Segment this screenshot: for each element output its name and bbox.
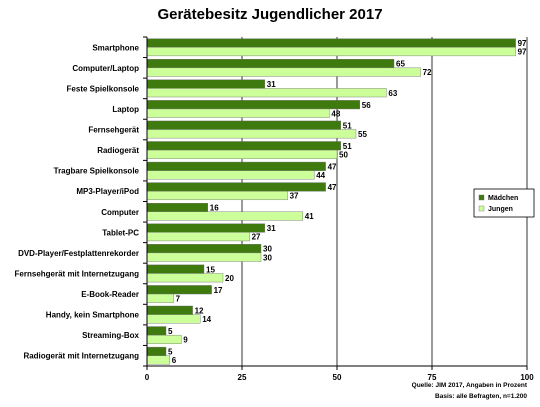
legend-swatch: [478, 194, 485, 201]
legend-label: Mädchen: [488, 195, 518, 202]
bar-jungen: [146, 211, 304, 221]
bar-jungen: [146, 170, 315, 180]
bar-jungen: [146, 334, 182, 344]
category-label: Feste Spielkonsole: [67, 84, 140, 93]
bar-jungen: [146, 293, 174, 303]
category-label: Smartphone: [92, 43, 139, 52]
bar-maedchen: [146, 38, 516, 48]
data-label: 47: [328, 183, 337, 192]
data-label: 55: [358, 130, 367, 139]
bar-jungen: [146, 314, 201, 324]
axis-layer: 0 25 50 75 100: [143, 36, 534, 382]
x-tick-label: 25: [238, 373, 247, 382]
bar-maedchen: [146, 264, 205, 274]
bar-maedchen: [146, 285, 212, 295]
bar-jungen: [146, 191, 288, 201]
category-label: Fernsehgerät mit Internetzugang: [15, 269, 140, 278]
category-label: Laptop: [112, 105, 139, 114]
bar-jungen: [146, 252, 262, 262]
data-label: 56: [362, 101, 371, 110]
category-label: Radiogerät: [97, 146, 139, 155]
data-label: 14: [202, 315, 211, 324]
x-tick-label: 0: [145, 373, 150, 382]
x-tick-label: 100: [520, 373, 534, 382]
bar-maedchen: [146, 100, 361, 110]
source-line-1: Quelle: JIM 2017, Angaben in Prozent: [412, 382, 528, 389]
data-label: 9: [183, 336, 188, 345]
data-label: 12: [195, 306, 204, 315]
data-label: 48: [331, 109, 340, 118]
bar-jungen: [146, 88, 387, 98]
legend-swatch: [478, 205, 485, 212]
data-label: 47: [328, 162, 337, 171]
data-label: 6: [172, 356, 177, 365]
bar-jungen: [146, 273, 224, 283]
bar-jungen: [146, 232, 250, 242]
data-label: 51: [343, 121, 352, 130]
bar-maedchen: [146, 161, 326, 171]
bar-maedchen: [146, 202, 208, 212]
bar-jungen: [146, 149, 338, 159]
category-label: MP3-Player/iPod: [76, 187, 139, 196]
data-label: 65: [396, 60, 405, 69]
data-label: 15: [206, 265, 215, 274]
category-label: Fernsehgerät: [88, 126, 139, 135]
bar-jungen: [146, 108, 330, 118]
bar-maedchen: [146, 244, 262, 254]
bar-maedchen: [146, 79, 266, 89]
data-label: 16: [210, 204, 219, 213]
category-label: Computer: [101, 208, 139, 217]
data-label: 72: [423, 68, 432, 77]
data-label: 5: [168, 327, 173, 336]
bar-maedchen: [146, 141, 342, 151]
category-label: Streaming-Box: [82, 331, 139, 340]
category-label: Computer/Laptop: [72, 64, 139, 73]
data-label: 31: [267, 224, 276, 233]
bar-maedchen: [146, 326, 167, 336]
chart-title: Gerätebesitz Jugendlicher 2017: [157, 6, 383, 23]
source-line-2: Basis: alle Befragten, n=1.200: [435, 393, 527, 400]
bar-jungen: [146, 355, 170, 365]
x-tick-label: 50: [333, 373, 342, 382]
data-label: 50: [339, 150, 348, 159]
data-label: 51: [343, 142, 352, 151]
category-label: Radiogerät mit Internetzugang: [23, 352, 139, 361]
data-label: 41: [305, 212, 314, 221]
data-label: 17: [214, 286, 223, 295]
data-label: 5: [168, 348, 173, 357]
data-label: 63: [388, 89, 397, 98]
data-label: 97: [518, 48, 527, 57]
legend-box: [473, 188, 535, 218]
bar-maedchen: [146, 346, 167, 356]
bar-jungen: [146, 67, 421, 77]
data-label: 27: [252, 233, 261, 242]
legend: Mädchen Jungen: [473, 188, 535, 218]
bar-jungen: [146, 129, 357, 139]
category-label: E-Book-Reader: [81, 290, 139, 299]
legend-label: Jungen: [488, 206, 513, 213]
category-label: Tragbare Spielkonsole: [54, 167, 140, 176]
bar-maedchen: [146, 182, 326, 192]
bar-maedchen: [146, 223, 266, 233]
bar-maedchen: [146, 305, 193, 315]
data-label: 30: [263, 253, 272, 262]
data-label: 97: [518, 39, 527, 48]
source-note: Quelle: JIM 2017, Angaben in Prozent Basi…: [412, 382, 528, 400]
data-label: 7: [176, 294, 181, 303]
data-label: 30: [263, 245, 272, 254]
category-label: Tablet-PC: [102, 228, 139, 237]
data-label: 37: [290, 192, 299, 201]
data-label: 31: [267, 80, 276, 89]
data-label: 20: [225, 274, 234, 283]
bar-maedchen: [146, 59, 395, 69]
bar-maedchen: [146, 120, 342, 130]
bar-jungen: [146, 47, 516, 57]
data-label: 44: [316, 171, 325, 180]
category-label: DVD-Player/Festplattenrekorder: [18, 249, 139, 258]
x-tick-label: 75: [428, 373, 437, 382]
category-label: Handy, kein Smartphone: [46, 311, 140, 320]
